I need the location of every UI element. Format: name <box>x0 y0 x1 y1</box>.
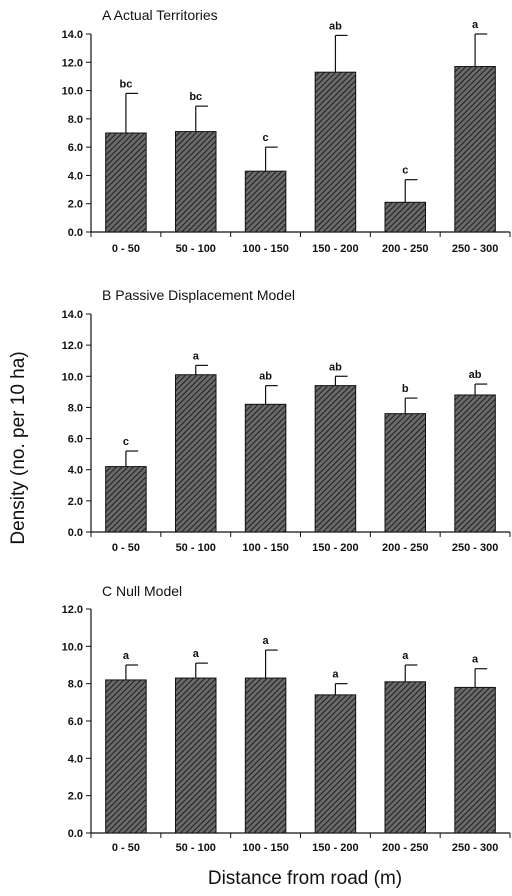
x-category-label: 0 - 50 <box>112 842 140 854</box>
panel-b: B Passive Displacement Model 0.0 2.0 4.0 6.… <box>62 287 511 554</box>
significance-label: a <box>332 669 339 681</box>
y-tick-label: 8.0 <box>68 402 83 414</box>
x-category-label: 50 - 100 <box>176 842 216 854</box>
bar <box>105 466 147 533</box>
y-tick-label: 0.0 <box>68 227 83 239</box>
x-category-label: 0 - 50 <box>112 542 140 554</box>
y-tick-label: 12.0 <box>62 57 83 69</box>
bar <box>244 677 287 834</box>
y-tick-label: 8.0 <box>68 679 83 691</box>
x-category-label: 100 - 150 <box>242 542 288 554</box>
y-tick-label: 4.0 <box>68 170 83 182</box>
x-axis-title: Distance from road (m) <box>208 868 402 889</box>
y-tick-label: 10.0 <box>62 86 83 98</box>
bar <box>454 66 496 233</box>
y-tick-label: 10.0 <box>62 641 83 653</box>
panel-a: A Actual Territories 0.0 2.0 4.0 6.0 8.0 10.0… <box>62 7 511 255</box>
y-tick-label: 12.0 <box>62 604 83 616</box>
y-tick-label: 6.0 <box>68 434 83 446</box>
significance-label: a <box>193 648 200 660</box>
x-category-label: 50 - 100 <box>176 542 216 554</box>
significance-label: a <box>472 654 479 666</box>
x-category-label: 250 - 300 <box>452 542 498 554</box>
y-tick-label: 14.0 <box>62 29 83 41</box>
bar <box>314 385 357 533</box>
significance-label: c <box>263 132 269 144</box>
x-category-label: 100 - 150 <box>242 243 288 255</box>
bar <box>384 413 427 533</box>
significance-label: bc <box>119 78 132 90</box>
significance-label: a <box>472 19 479 31</box>
bar <box>244 403 287 533</box>
bar <box>244 170 287 233</box>
bar <box>314 71 357 233</box>
bar <box>384 681 427 834</box>
x-category-label: 250 - 300 <box>452 842 498 854</box>
y-tick-label: 6.0 <box>68 716 83 728</box>
significance-label: bc <box>189 91 202 103</box>
panel-c-title: C Null Model <box>102 583 182 599</box>
y-tick-label: 2.0 <box>68 496 83 508</box>
y-tick-label: 2.0 <box>68 199 83 211</box>
significance-label: a <box>193 350 200 362</box>
bar <box>454 394 496 533</box>
significance-label: a <box>123 650 130 662</box>
bar <box>384 201 427 233</box>
significance-label: ab <box>469 369 482 381</box>
y-tick-label: 2.0 <box>68 791 83 803</box>
x-category-label: 200 - 250 <box>382 243 428 255</box>
panel-c-plot: 0.0 2.0 4.0 6.0 8.0 10.0 12.0 a 0 - 50 a 50 - 100 a… <box>62 604 511 854</box>
x-category-label: 50 - 100 <box>176 243 216 255</box>
x-category-label: 150 - 200 <box>312 542 358 554</box>
significance-label: ab <box>329 361 342 373</box>
significance-label: a <box>263 635 270 647</box>
x-category-label: 100 - 150 <box>242 842 288 854</box>
y-tick-label: 0.0 <box>68 527 83 539</box>
bar <box>174 374 217 533</box>
x-category-label: 150 - 200 <box>312 243 358 255</box>
panel-b-plot: 0.0 2.0 4.0 6.0 8.0 10.0 12.0 14.0 c 0 - 50 a 50 - … <box>62 309 511 554</box>
y-tick-label: 12.0 <box>62 340 83 352</box>
significance-label: c <box>402 165 408 177</box>
bar <box>105 132 147 233</box>
bar <box>454 686 496 834</box>
y-tick-label: 8.0 <box>68 114 83 126</box>
panel-a-title: A Actual Territories <box>102 7 218 23</box>
panel-c: C Null Model 0.0 2.0 4.0 6.0 8.0 10.0 12.0 a 0 -… <box>62 583 511 854</box>
y-tick-label: 6.0 <box>68 142 83 154</box>
bar <box>314 694 357 834</box>
x-category-label: 200 - 250 <box>382 542 428 554</box>
y-tick-label: 4.0 <box>68 753 83 765</box>
y-axis-title: Density (no. per 10 ha) <box>8 351 29 544</box>
significance-label: a <box>402 650 409 662</box>
bar <box>174 131 217 233</box>
significance-label: b <box>402 383 409 395</box>
y-tick-label: 4.0 <box>68 465 83 477</box>
y-tick-label: 0.0 <box>68 828 83 840</box>
significance-label: ab <box>259 371 272 383</box>
bar <box>105 679 147 834</box>
significance-label: ab <box>329 20 342 32</box>
significance-label: c <box>123 436 129 448</box>
y-tick-label: 14.0 <box>62 309 83 321</box>
bar <box>174 677 217 834</box>
panel-b-title: B Passive Displacement Model <box>102 287 295 303</box>
x-category-label: 150 - 200 <box>312 842 358 854</box>
x-category-label: 250 - 300 <box>452 243 498 255</box>
panel-a-plot: 0.0 2.0 4.0 6.0 8.0 10.0 12.0 14.0 bc 0 - 50 bc 50 … <box>62 19 511 255</box>
x-category-label: 200 - 250 <box>382 842 428 854</box>
y-tick-label: 10.0 <box>62 371 83 383</box>
x-category-label: 0 - 50 <box>112 243 140 255</box>
